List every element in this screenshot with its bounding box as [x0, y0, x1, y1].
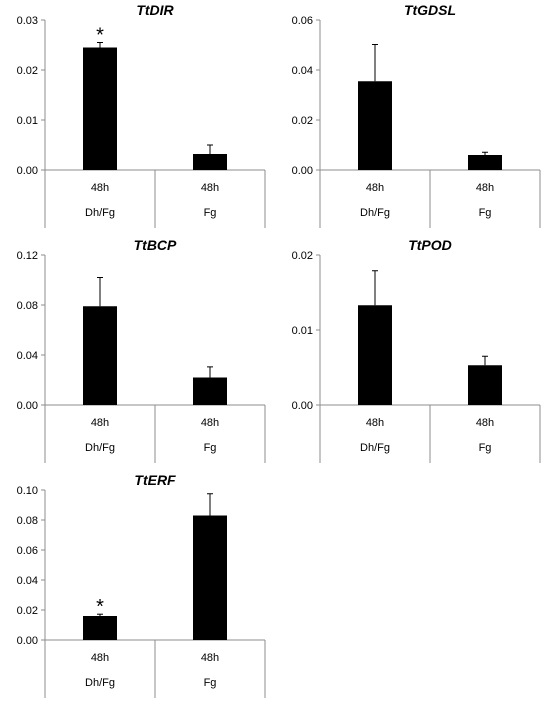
category-label-treatment: Fg: [204, 677, 217, 689]
y-tick-label: 0.01: [17, 115, 38, 127]
y-tick-label: 0.04: [292, 65, 313, 77]
y-tick-label: 0.00: [17, 165, 38, 177]
bar: [193, 154, 227, 170]
bar: [193, 515, 227, 640]
category-label-time: 48h: [366, 417, 384, 429]
category-label-treatment: Dh/Fg: [360, 442, 390, 454]
category-label-treatment: Dh/Fg: [360, 207, 390, 219]
significance-marker: *: [96, 25, 104, 47]
chart-title: TtGDSL: [404, 2, 456, 18]
category-label-treatment: Dh/Fg: [85, 442, 115, 454]
bar: [83, 616, 117, 640]
y-tick-label: 0.10: [17, 485, 38, 497]
y-tick-label: 0.04: [17, 575, 38, 587]
y-tick-label: 0.08: [17, 300, 38, 312]
y-tick-label: 0.00: [17, 635, 38, 647]
category-label-time: 48h: [201, 652, 219, 664]
bar: [358, 305, 392, 405]
chart-ttpod-svg: TtPOD 0.00 0.01 0.02 48h Dh/Fg 48h Fg: [292, 237, 541, 463]
y-tick-label: 0.01: [292, 325, 313, 337]
chart-ttbcp-svg: TtBCP 0.00 0.04 0.08 0.12 48h Dh/Fg 48h Fg: [17, 237, 266, 463]
chart-tterf: TtERF 0.00 0.02 0.04 0.06 0.08 0.10 * 48h Dh/Fg 48…: [0, 470, 275, 705]
chart-title: TtBCP: [134, 237, 177, 253]
category-label-treatment: Fg: [204, 442, 217, 454]
category-label-time: 48h: [91, 652, 109, 664]
category-label-treatment: Fg: [204, 207, 217, 219]
category-label-time: 48h: [201, 182, 219, 194]
y-tick-label: 0.12: [17, 250, 38, 262]
y-tick-label: 0.02: [17, 605, 38, 617]
category-label-time: 48h: [476, 182, 494, 194]
y-tick-label: 0.00: [17, 400, 38, 412]
bar: [358, 81, 392, 170]
bar: [468, 365, 502, 405]
y-tick-label: 0.02: [17, 65, 38, 77]
y-tick-label: 0.03: [17, 15, 38, 27]
chart-tterf-svg: TtERF 0.00 0.02 0.04 0.06 0.08 0.10 * 48h Dh/Fg 48…: [17, 472, 266, 698]
chart-ttdir: TtDIR 0.00 0.01 0.02 0.03 * 48h Dh/Fg 48h Fg: [0, 0, 275, 235]
category-label-treatment: Dh/Fg: [85, 207, 115, 219]
y-tick-label: 0.00: [292, 165, 313, 177]
bar: [83, 47, 117, 170]
category-label-time: 48h: [91, 182, 109, 194]
category-label-treatment: Fg: [479, 442, 492, 454]
y-tick-label: 0.00: [292, 400, 313, 412]
category-label-time: 48h: [366, 182, 384, 194]
chart-ttgdsl-svg: TtGDSL 0.00 0.02 0.04 0.06 48h Dh/Fg 48h Fg: [292, 2, 541, 228]
category-label-time: 48h: [201, 417, 219, 429]
category-label-treatment: Dh/Fg: [85, 677, 115, 689]
y-tick-label: 0.08: [17, 515, 38, 527]
chart-ttdir-svg: TtDIR 0.00 0.01 0.02 0.03 * 48h Dh/Fg 48h Fg: [17, 2, 266, 228]
y-tick-label: 0.02: [292, 115, 313, 127]
chart-ttbcp: TtBCP 0.00 0.04 0.08 0.12 48h Dh/Fg 48h Fg: [0, 235, 275, 470]
chart-title: TtPOD: [408, 237, 452, 253]
y-tick-label: 0.06: [17, 545, 38, 557]
bar: [83, 306, 117, 405]
chart-ttgdsl: TtGDSL 0.00 0.02 0.04 0.06 48h Dh/Fg 48h Fg: [275, 0, 550, 235]
y-tick-label: 0.06: [292, 15, 313, 27]
chart-title: TtDIR: [136, 2, 174, 18]
chart-ttpod: TtPOD 0.00 0.01 0.02 48h Dh/Fg 48h Fg: [275, 235, 550, 470]
category-label-time: 48h: [91, 417, 109, 429]
bar: [193, 377, 227, 405]
y-tick-label: 0.04: [17, 350, 38, 362]
y-tick-label: 0.02: [292, 250, 313, 262]
category-label-treatment: Fg: [479, 207, 492, 219]
bar: [468, 155, 502, 170]
category-label-time: 48h: [476, 417, 494, 429]
significance-marker: *: [96, 596, 104, 618]
chart-title: TtERF: [134, 472, 176, 488]
